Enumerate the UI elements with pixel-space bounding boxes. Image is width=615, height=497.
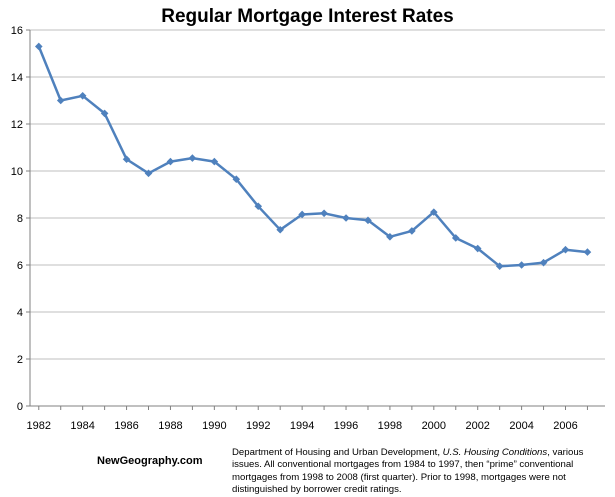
data-point <box>473 244 482 253</box>
y-tick-label: 2 <box>17 354 23 366</box>
data-point <box>517 261 526 269</box>
axes <box>26 29 605 410</box>
chart-title: Regular Mortgage Interest Rates <box>161 6 454 27</box>
data-point <box>386 233 394 241</box>
data-point <box>34 42 43 51</box>
data-point <box>166 157 175 166</box>
data-point <box>539 258 548 267</box>
data-point <box>254 202 263 211</box>
x-tick-label: 1984 <box>70 420 94 432</box>
y-tick-label: 12 <box>11 119 23 131</box>
source-note: Department of Housing and Urban Developm… <box>232 447 610 497</box>
source-site: NewGeography.com <box>97 455 203 467</box>
x-tick-label: 2002 <box>465 420 489 432</box>
data-point <box>320 209 328 218</box>
data-point <box>78 92 87 100</box>
data-point <box>56 96 65 105</box>
x-tick-label: 1996 <box>334 420 358 432</box>
data-point <box>583 248 592 256</box>
series <box>34 42 592 270</box>
x-tick-labels: 1982 1984 1986 1988 1990 1992 1994 1996 1998 2000… <box>27 420 578 432</box>
data-point <box>561 245 570 254</box>
source-note-title: U.S. Housing Conditions <box>442 447 548 458</box>
data-point <box>364 216 372 225</box>
x-tick-label: 2004 <box>509 420 533 432</box>
y-tick-label: 0 <box>17 401 23 413</box>
data-point <box>122 155 131 164</box>
y-tick-label: 10 <box>11 166 23 178</box>
x-tick-label: 1998 <box>378 420 402 432</box>
data-point <box>100 109 109 118</box>
x-tick-label: 1982 <box>27 420 51 432</box>
data-point <box>451 234 460 242</box>
y-tick-label: 14 <box>11 72 23 84</box>
x-tick-label: 2000 <box>422 420 446 432</box>
data-point <box>232 175 241 184</box>
y-tick-labels: 0 2 4 6 8 10 12 14 16 <box>11 25 23 413</box>
data-point <box>188 154 197 162</box>
data-point <box>408 227 416 235</box>
y-tick-label: 6 <box>17 260 23 272</box>
data-point <box>144 169 153 178</box>
x-tick-label: 2006 <box>553 420 577 432</box>
y-tick-label: 16 <box>11 25 23 37</box>
series-line <box>37 45 588 268</box>
x-tick-label: 1988 <box>158 420 182 432</box>
data-point <box>495 262 504 270</box>
x-tick-label: 1994 <box>290 420 314 432</box>
y-tick-label: 8 <box>17 213 23 225</box>
source-note-start: Department of Housing and Urban Developm… <box>232 447 443 458</box>
data-point <box>430 208 438 216</box>
x-tick-label: 1992 <box>246 420 270 432</box>
y-tick-label: 4 <box>17 307 23 319</box>
gridlines <box>30 29 605 360</box>
x-tick-label: 1986 <box>114 420 138 432</box>
data-point <box>342 214 350 222</box>
x-tick-label: 1990 <box>202 420 226 432</box>
data-point <box>276 225 284 234</box>
data-point <box>210 157 219 166</box>
data-point <box>298 210 306 219</box>
